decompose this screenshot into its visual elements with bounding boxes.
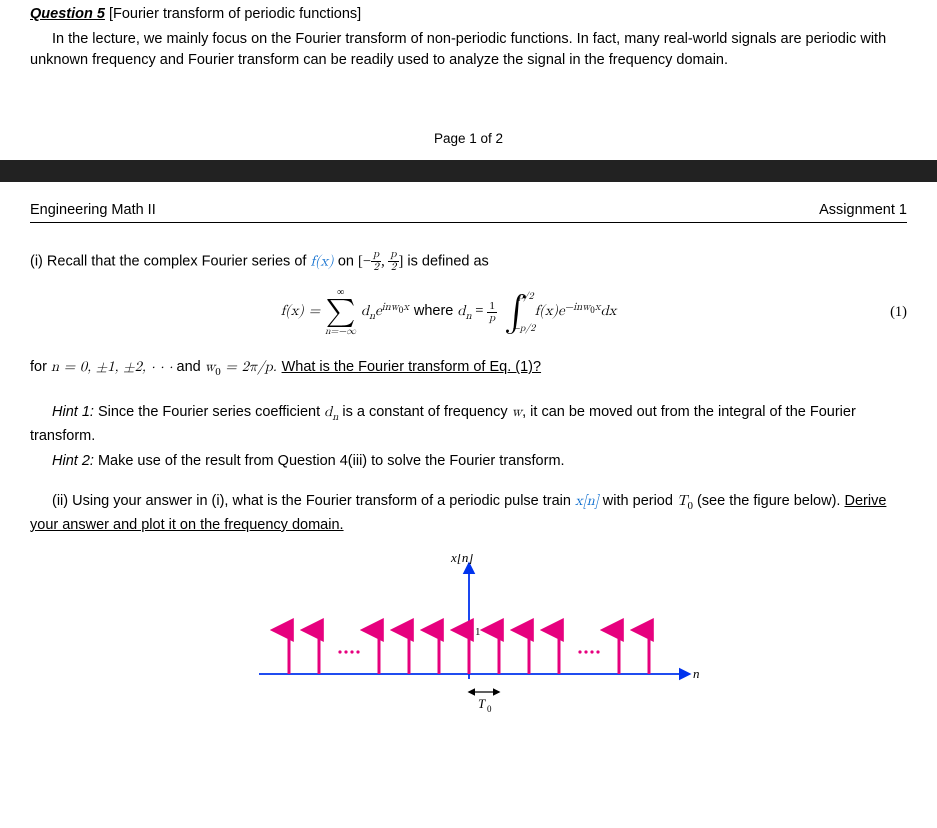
hint1: Hint 1: Since the Fourier series coeffic… [30,401,907,447]
hint2: Hint 2: Make use of the result from Ques… [30,451,907,472]
part-i-lead: (i) Recall that the complex Fourier seri… [30,249,907,274]
n-list: n = 0, ±1, ±2, · · · [51,359,173,374]
w0-val: = 2π/p. [221,359,282,374]
hint2-text: Make use of the result from Question 4(i… [94,453,565,469]
sum-symbol: ∞ ∑ n=−∞ [325,288,356,336]
svg-text:1: 1 [475,626,481,638]
eq-fx: f(x) = [281,303,325,318]
svg-text:T: T [478,696,486,711]
page-header: Engineering Math II Assignment 1 [30,198,907,223]
part-i-question: What is the Fourier transform of Eq. (1)… [282,359,541,375]
after-eq: for n = 0, ±1, ±2, · · · and w0 = 2π/p. … [30,356,907,381]
hint1-t1: Since the Fourier series coefficient [94,404,324,420]
dn-def: dn = [457,303,487,318]
integrand: f(x)e−inw0xdx [535,303,617,318]
svg-text:0: 0 [487,704,492,714]
interval-open: [− [358,253,371,269]
eq-body: f(x) = ∞ ∑ n=−∞ dneinw0x where dn = 1p ∫… [30,288,867,336]
eq-number: (1) [867,304,907,321]
pulse-train-svg: x[n] n 1 T0 [229,554,709,734]
page-number: Page 1 of 2 [30,131,907,146]
for: for [30,359,51,375]
hint2-label: Hint 2: [52,453,94,469]
where: where [414,303,458,319]
T0: T0 [677,493,693,508]
comma: , [381,253,388,269]
part-ii-lead: (ii) Using your answer in (i), what is t… [52,493,575,509]
frac-neg-p2: p2 [371,249,381,274]
q5-intro: In the lecture, we mainly focus on the F… [30,29,907,71]
on: on [334,253,358,269]
q5-bracket: [Fourier transform of periodic functions… [105,6,361,22]
paren: (see the figure below). [693,493,845,509]
xn: x[n] [575,493,599,508]
fx: f(x) [310,253,333,268]
hint1-mid: is a constant of frequency [338,404,511,420]
w0: w0 [205,359,221,374]
frac-1p: 1p [487,300,497,325]
header-right: Assignment 1 [819,202,907,218]
hint1-w: w [512,404,522,419]
integral: ∫ p/2 −p/2 [504,290,528,334]
q5-title: Question 5 [30,6,105,22]
pulse-train-figure: x[n] n 1 T0 [30,554,907,738]
question5-section: Question 5 [Fourier transform of periodi… [0,4,937,160]
svg-text:x[n]: x[n] [450,554,473,565]
hint1-dn: dn [324,404,338,419]
dn-term: dneinw0x [361,303,409,318]
equation-1: f(x) = ∞ ∑ n=−∞ dneinw0x where dn = 1p ∫… [30,288,907,336]
hint1-label: Hint 1: [52,404,94,420]
part-ii: (ii) Using your answer in (i), what is t… [30,490,907,536]
frac-p2: p2 [388,249,398,274]
q5-title-line: Question 5 [Fourier transform of periodi… [30,4,907,25]
header-left: Engineering Math II [30,202,156,218]
part-i-text: (i) Recall that the complex Fourier seri… [30,253,310,269]
page-separator [0,160,937,182]
svg-text:n: n [693,666,700,681]
and: and [173,359,205,375]
page2-body: Engineering Math II Assignment 1 (i) Rec… [0,182,937,768]
with: with period [599,493,677,509]
defined: is defined as [403,253,488,269]
